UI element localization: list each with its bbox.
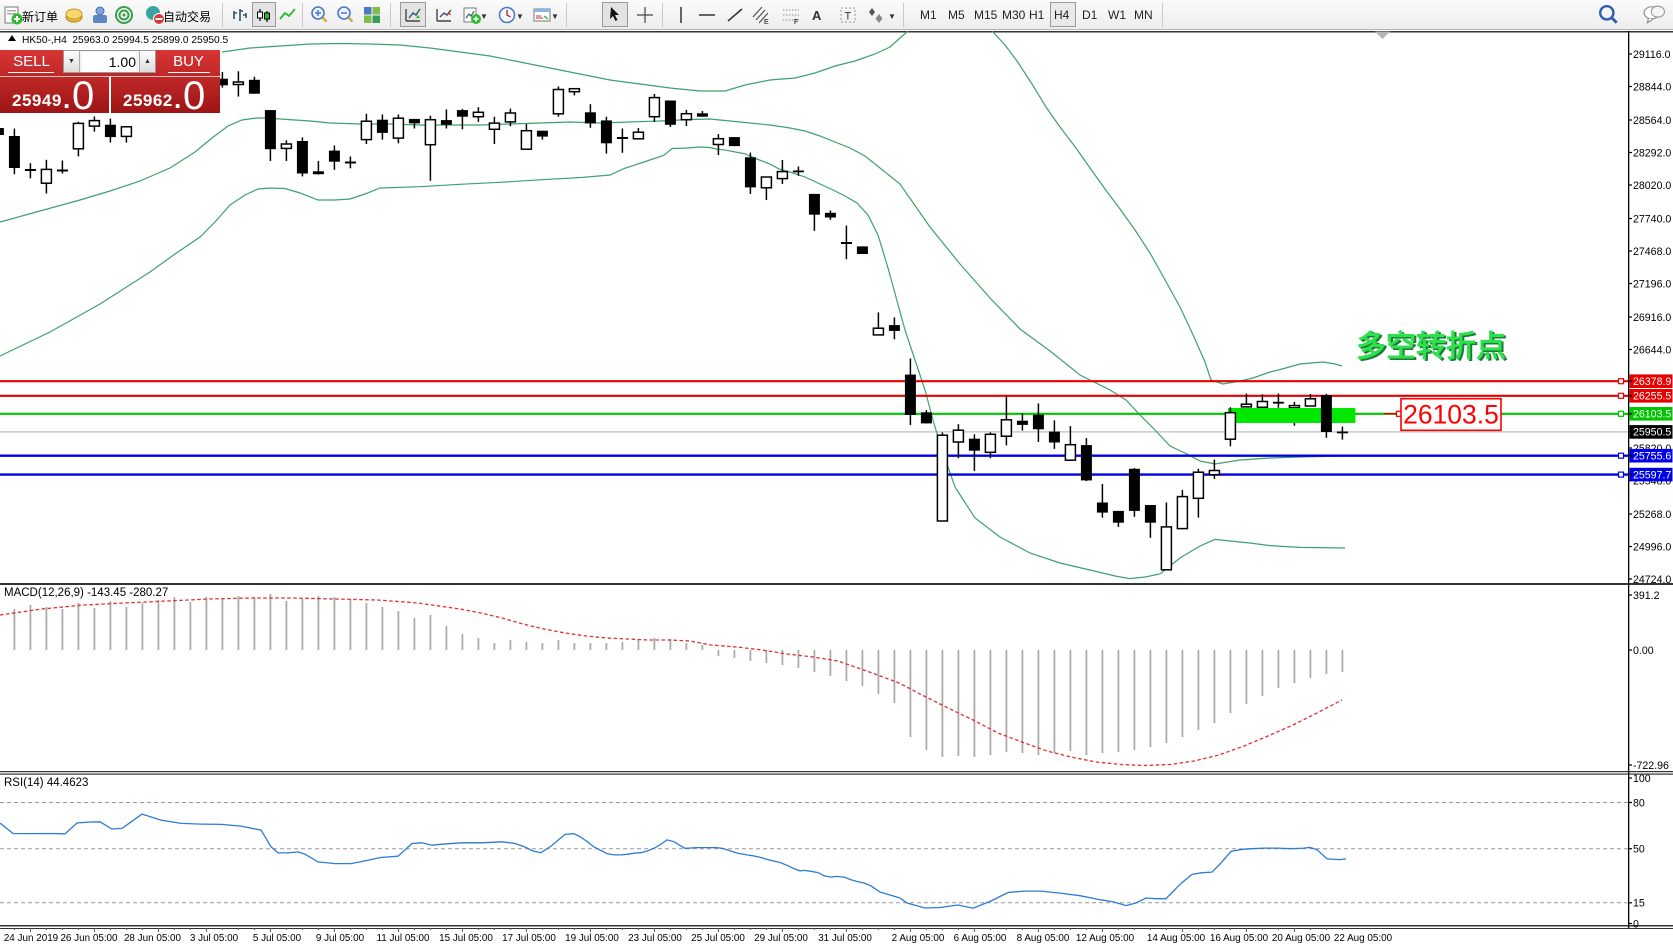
svg-text:25755.6: 25755.6 bbox=[1633, 451, 1671, 463]
svg-text:24 Jun 2019: 24 Jun 2019 bbox=[4, 933, 59, 944]
svg-text:5 Jul 05:00: 5 Jul 05:00 bbox=[253, 933, 302, 944]
svg-text:15: 15 bbox=[1633, 898, 1645, 910]
svg-text:26103.5: 26103.5 bbox=[1633, 409, 1671, 421]
svg-text:MACD(12,26,9) -143.45 -280.27: MACD(12,26,9) -143.45 -280.27 bbox=[4, 587, 168, 599]
svg-text:E: E bbox=[764, 19, 769, 25]
svg-text:26255.5: 26255.5 bbox=[1633, 391, 1671, 403]
svg-text:27468.0: 27468.0 bbox=[1633, 246, 1671, 258]
svg-text:23 Jul 05:00: 23 Jul 05:00 bbox=[628, 933, 682, 944]
svg-text:27740.0: 27740.0 bbox=[1633, 213, 1671, 225]
svg-text:22 Aug 05:00: 22 Aug 05:00 bbox=[1334, 933, 1393, 944]
svg-text:0.00: 0.00 bbox=[1633, 645, 1654, 657]
svg-text:26 Jun 05:00: 26 Jun 05:00 bbox=[60, 933, 118, 944]
svg-text:26378.9: 26378.9 bbox=[1633, 376, 1671, 388]
svg-text:12 Aug 05:00: 12 Aug 05:00 bbox=[1076, 933, 1135, 944]
svg-text:24996.0: 24996.0 bbox=[1633, 541, 1671, 553]
svg-text:26916.0: 26916.0 bbox=[1633, 312, 1671, 324]
svg-text:0: 0 bbox=[1633, 918, 1639, 930]
svg-text:3 Jul 05:00: 3 Jul 05:00 bbox=[190, 933, 239, 944]
svg-text:25268.0: 25268.0 bbox=[1633, 509, 1671, 521]
svg-text:-722.96: -722.96 bbox=[1633, 760, 1669, 772]
svg-text:50: 50 bbox=[1633, 844, 1645, 856]
svg-text:28020.0: 28020.0 bbox=[1633, 180, 1671, 192]
svg-text:100: 100 bbox=[1633, 773, 1651, 785]
svg-text:11 Jul 05:00: 11 Jul 05:00 bbox=[376, 933, 430, 944]
svg-text:14 Aug 05:00: 14 Aug 05:00 bbox=[1147, 933, 1206, 944]
svg-text:HK50-,H4 25963.0 25994.5 2589: HK50-,H4 25963.0 25994.5 25899.0 25950.5 bbox=[22, 35, 229, 46]
svg-text:27196.0: 27196.0 bbox=[1633, 278, 1671, 290]
svg-text:391.2: 391.2 bbox=[1633, 590, 1660, 602]
svg-text:28 Jun 05:00: 28 Jun 05:00 bbox=[124, 933, 182, 944]
svg-text:T: T bbox=[845, 11, 852, 23]
svg-text:25597.7: 25597.7 bbox=[1633, 470, 1671, 482]
svg-text:20 Aug 05:00: 20 Aug 05:00 bbox=[1272, 933, 1331, 944]
svg-text:19 Jul 05:00: 19 Jul 05:00 bbox=[565, 933, 619, 944]
svg-text:28844.0: 28844.0 bbox=[1633, 81, 1671, 93]
svg-text:9 Jul 05:00: 9 Jul 05:00 bbox=[316, 933, 365, 944]
svg-text:29 Jul 05:00: 29 Jul 05:00 bbox=[754, 933, 808, 944]
svg-text:F: F bbox=[794, 19, 798, 25]
svg-text:16 Aug 05:00: 16 Aug 05:00 bbox=[1210, 933, 1269, 944]
svg-text:25 Jul 05:00: 25 Jul 05:00 bbox=[691, 933, 745, 944]
svg-text:28292.0: 28292.0 bbox=[1633, 147, 1671, 159]
svg-text:15 Jul 05:00: 15 Jul 05:00 bbox=[439, 933, 493, 944]
svg-text:多空转折点: 多空转折点 bbox=[1356, 331, 1506, 364]
svg-text:多空转折点: 多空转折点 bbox=[1358, 332, 1508, 365]
svg-text:25950.5: 25950.5 bbox=[1633, 427, 1671, 439]
svg-text:26103.5: 26103.5 bbox=[1403, 400, 1499, 430]
svg-text:80: 80 bbox=[1633, 797, 1645, 809]
svg-text:26644.0: 26644.0 bbox=[1633, 344, 1671, 356]
svg-text:RSI(14) 44.4623: RSI(14) 44.4623 bbox=[4, 777, 88, 789]
svg-text:29116.0: 29116.0 bbox=[1633, 49, 1671, 61]
svg-text:6 Aug 05:00: 6 Aug 05:00 bbox=[954, 933, 1007, 944]
svg-text:31 Jul 05:00: 31 Jul 05:00 bbox=[818, 933, 872, 944]
svg-text:24724.0: 24724.0 bbox=[1633, 574, 1671, 586]
svg-text:8 Aug 05:00: 8 Aug 05:00 bbox=[1017, 933, 1070, 944]
svg-text:17 Jul 05:00: 17 Jul 05:00 bbox=[502, 933, 556, 944]
svg-text:2 Aug 05:00: 2 Aug 05:00 bbox=[892, 933, 945, 944]
svg-text:28564.0: 28564.0 bbox=[1633, 115, 1671, 127]
